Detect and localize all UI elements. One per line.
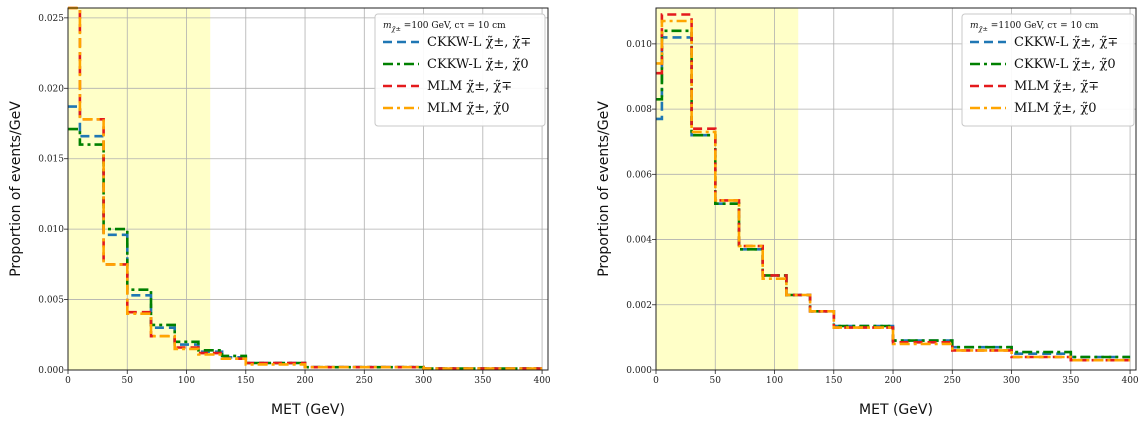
- y-tick-labels: 0.000 0.002 0.004 0.006 0.008 0.010: [626, 40, 652, 376]
- x-tick-label: 300: [1003, 376, 1020, 386]
- x-tick-label: 50: [122, 376, 134, 386]
- y-tick-label: 0.015: [38, 155, 64, 165]
- x-tick-label: 350: [1062, 376, 1079, 386]
- x-tick-label: 400: [1121, 376, 1138, 386]
- x-tick-label: 0: [65, 376, 71, 386]
- left-chart: 0 50 100 150 200 250 300 350 4000.0000.0050.0100…: [8, 6, 551, 418]
- y-tick-label: 0.010: [626, 40, 652, 50]
- legend-entry-4: MLM χ̃±, χ̃0: [1014, 101, 1097, 116]
- x-tick-label: 0: [653, 376, 659, 386]
- y-tick-label: 0.000: [626, 366, 652, 376]
- legend: mχ̃± =1100 GeV, cτ = 10 cm CKKW-L χ̃±, χ̃…: [961, 13, 1135, 127]
- x-tick-label: 200: [296, 376, 313, 386]
- x-tick-label: 100: [766, 376, 783, 386]
- legend-title: mχ̃± =1100 GeV, cτ = 10 cm: [970, 21, 1099, 33]
- x-tick-label: 250: [944, 376, 961, 386]
- y-axis-label: Proportion of events/GeV: [596, 101, 612, 277]
- y-tick-label: 0.006: [626, 170, 652, 180]
- x-tick-labels: 0 50 100 150 200 250 300 350 400: [65, 376, 551, 386]
- legend-entry-4: MLM χ̃±, χ̃0: [427, 101, 510, 116]
- y-axis-label: Proportion of events/GeV: [8, 101, 24, 277]
- legend-entry-3: MLM χ̃±, χ̃∓: [1014, 79, 1099, 94]
- plot-frame: [655, 7, 1137, 371]
- y-tick-label: 0.008: [626, 105, 652, 115]
- x-tick-label: 300: [415, 376, 432, 386]
- x-tick-labels: 0 50 100 150 200 250 300 350 400: [653, 376, 1139, 386]
- y-tick-label: 0.010: [38, 225, 64, 235]
- x-tick-label: 200: [884, 376, 901, 386]
- legend-entry-1: CKKW-L χ̃±, χ̃∓: [427, 35, 531, 50]
- x-gridlines: [67, 8, 543, 374]
- legend-entry-1: CKKW-L χ̃±, χ̃∓: [1014, 35, 1118, 50]
- y-tick-label: 0.002: [626, 301, 652, 311]
- legend: mχ̃± =100 GeV, cτ = 10 cm CKKW-L χ̃±, χ̃∓…: [374, 13, 546, 127]
- x-tick-label: 350: [474, 376, 491, 386]
- highlight-band: [68, 8, 211, 370]
- x-axis-label: MET (GeV): [271, 402, 345, 418]
- y-tick-label: 0.005: [38, 296, 64, 306]
- legend-entry-2: CKKW-L χ̃±, χ̃0: [427, 57, 529, 72]
- series-line-4: [656, 19, 1131, 362]
- right-chart: 0 50 100 150 200 250 300 350 4000.0000.0020.0040…: [596, 7, 1139, 418]
- legend-title: mχ̃± =100 GeV, cτ = 10 cm: [383, 21, 506, 33]
- x-tick-label: 400: [533, 376, 550, 386]
- y-tick-label: 0.000: [38, 366, 64, 376]
- y-tick-label: 0.004: [626, 236, 652, 246]
- y-tick-label: 0.025: [38, 14, 64, 24]
- series-line-4: [68, 6, 543, 370]
- legend-entry-3: MLM χ̃±, χ̃∓: [427, 79, 512, 94]
- y-tick-labels: 0.000 0.005 0.010 0.015 0.020 0.025: [38, 14, 64, 376]
- y-tick-label: 0.020: [38, 84, 64, 94]
- x-tick-label: 50: [710, 376, 722, 386]
- x-tick-label: 150: [237, 376, 254, 386]
- legend-entry-2: CKKW-L χ̃±, χ̃0: [1014, 57, 1116, 72]
- highlight-band: [656, 8, 799, 370]
- x-tick-label: 100: [178, 376, 195, 386]
- x-tick-label: 250: [356, 376, 373, 386]
- x-tick-label: 150: [825, 376, 842, 386]
- plot-frame: [67, 7, 549, 371]
- x-axis-label: MET (GeV): [859, 402, 933, 418]
